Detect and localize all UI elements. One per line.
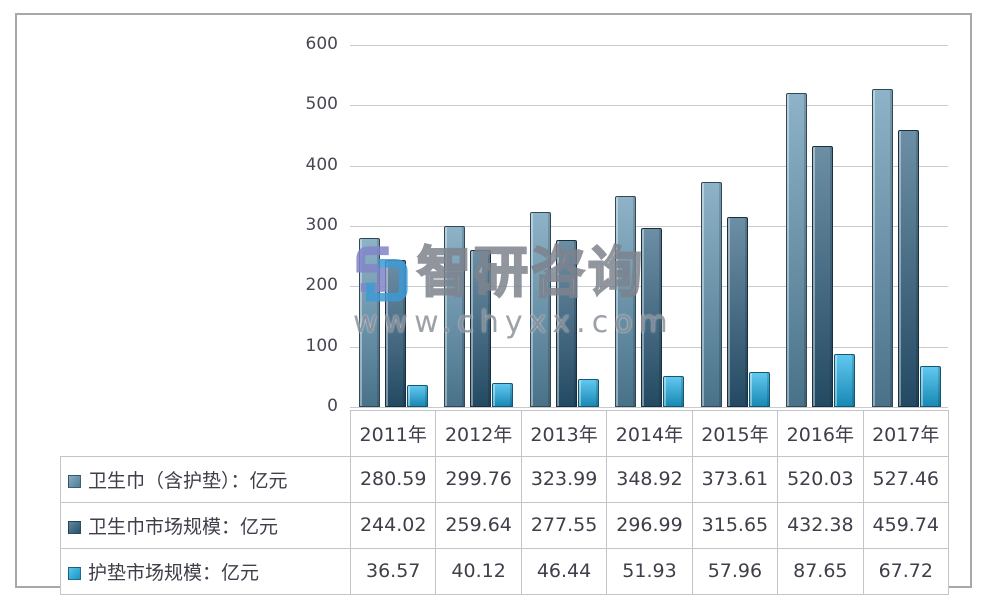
value-cell: 280.59 (349, 455, 437, 503)
value-cell: 259.64 (435, 501, 522, 549)
gridline-y400 (350, 166, 948, 167)
value-cell: 373.61 (691, 455, 779, 503)
bar-series2-2012年 (470, 250, 491, 407)
bar-series3-2011年 (407, 385, 428, 407)
bar-series3-2017年 (920, 366, 941, 407)
value-cell: 527.46 (862, 455, 950, 503)
value-cell: 51.93 (606, 547, 693, 595)
value-cell: 244.02 (349, 501, 437, 549)
legend-label: 护垫市场规模：亿元 (88, 561, 260, 584)
bar-series2-2014年 (641, 228, 662, 407)
year-header-cell: 2017年 (862, 410, 950, 457)
value-cell: 520.03 (777, 455, 864, 503)
bar-series1-2014年 (615, 196, 636, 407)
value-cell: 40.12 (435, 547, 522, 595)
legend-swatch-icon (68, 474, 81, 488)
gridline-y600 (350, 45, 948, 46)
gridline-y0 (350, 407, 948, 408)
value-cell: 299.76 (435, 455, 522, 503)
bar-series2-2013年 (556, 240, 577, 407)
value-cell: 348.92 (606, 455, 693, 503)
bar-series1-2017年 (872, 89, 893, 407)
value-cell: 459.74 (862, 501, 950, 549)
value-cell: 67.72 (862, 547, 950, 595)
bar-series1-2015年 (701, 182, 722, 407)
year-header-cell: 2011年 (349, 410, 437, 457)
legend-cell: 护垫市场规模：亿元 (60, 547, 351, 595)
bar-series3-2013年 (578, 379, 599, 407)
bar-series2-2016年 (812, 146, 833, 407)
table-row: 卫生巾市场规模：亿元 244.02 259.64 277.55 296.99 315.65… (60, 501, 950, 549)
chart-figure: 0 100 200 300 400 500 600 智研咨询 www.chyxx.com 2… (15, 13, 972, 595)
value-cell: 46.44 (520, 547, 608, 595)
table-corner-cell (61, 411, 351, 457)
bar-series3-2014年 (663, 376, 684, 407)
value-cell: 432.38 (777, 501, 864, 549)
y-axis-tick-label: 400 (305, 155, 338, 175)
gridline-y500 (350, 105, 948, 106)
value-cell: 277.55 (520, 501, 608, 549)
table-row: 卫生巾（含护垫）：亿元 280.59 299.76 323.99 348.92 373.6… (60, 455, 950, 503)
y-axis-tick-label: 200 (305, 275, 338, 295)
bar-series2-2017年 (898, 130, 919, 407)
legend-label: 卫生巾（含护垫）：亿元 (88, 469, 288, 492)
legend-cell: 卫生巾（含护垫）：亿元 (60, 455, 351, 503)
table-row: 护垫市场规模：亿元 36.57 40.12 46.44 51.93 57.96 87.65 6… (60, 547, 950, 595)
y-axis-tick-label: 100 (305, 336, 338, 356)
value-cell: 87.65 (777, 547, 864, 595)
value-cell: 323.99 (520, 455, 608, 503)
bar-series3-2015年 (749, 372, 770, 407)
year-header-cell: 2012年 (435, 410, 522, 457)
data-table: 2011年 2012年 2013年 2014年 2015年 2016年 2017年 卫生巾（含… (60, 410, 950, 595)
year-header-cell: 2014年 (606, 410, 693, 457)
year-header-cell: 2013年 (520, 410, 608, 457)
y-axis-tick-label: 600 (305, 34, 338, 54)
y-axis-tick-label: 500 (305, 94, 338, 114)
value-cell: 315.65 (691, 501, 779, 549)
legend-cell: 卫生巾市场规模：亿元 (60, 501, 351, 549)
legend-swatch-icon (68, 566, 81, 580)
bar-series2-2015年 (727, 217, 748, 407)
value-cell: 36.57 (349, 547, 437, 595)
bar-series1-2011年 (359, 238, 380, 407)
gridline-y300 (350, 226, 948, 227)
year-header-cell: 2015年 (691, 410, 779, 457)
year-header-cell: 2016年 (777, 410, 864, 457)
bar-series3-2016年 (834, 354, 855, 407)
bar-series1-2016年 (786, 93, 807, 407)
legend-label: 卫生巾市场规模：亿元 (88, 515, 279, 538)
bar-series1-2012年 (444, 226, 465, 407)
bar-series2-2011年 (385, 260, 406, 407)
y-axis-tick-label: 300 (305, 215, 338, 235)
value-cell: 57.96 (691, 547, 779, 595)
plot-area: 0 100 200 300 400 500 600 (306, 34, 948, 416)
bar-series1-2013年 (530, 212, 551, 407)
y-axis-tick-label: 0 (327, 396, 338, 416)
value-cell: 296.99 (606, 501, 693, 549)
bar-series3-2012年 (492, 383, 513, 407)
legend-swatch-icon (68, 520, 81, 534)
